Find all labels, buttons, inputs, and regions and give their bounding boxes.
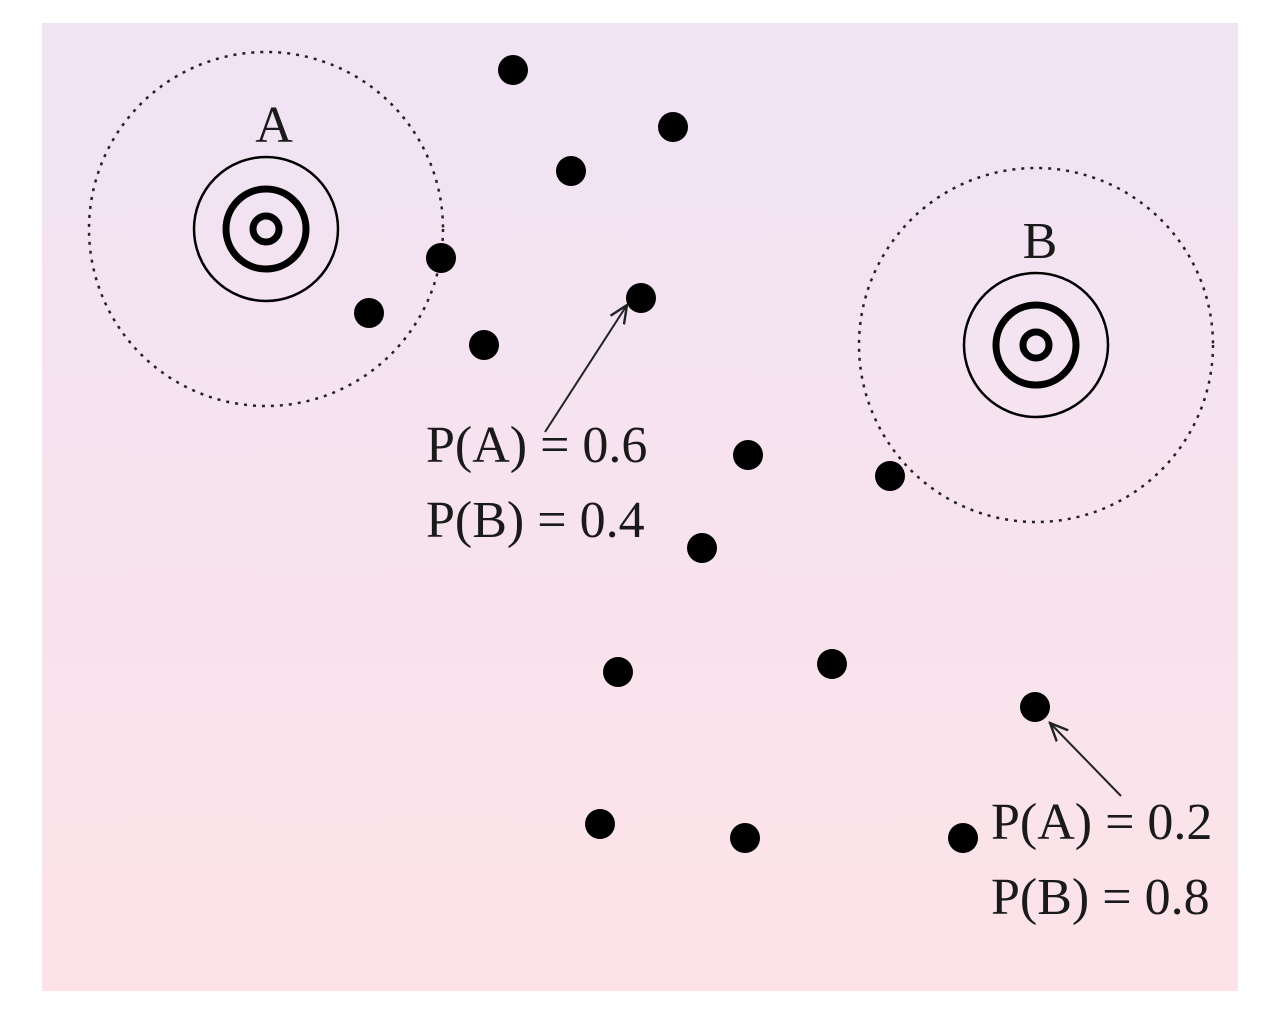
cluster-b-inner-ring <box>1019 328 1053 362</box>
data-point <box>426 243 456 273</box>
cluster-b-label: B <box>1023 213 1058 270</box>
data-point <box>498 55 528 85</box>
data-point <box>733 440 763 470</box>
data-point <box>948 823 978 853</box>
data-point <box>585 809 615 839</box>
annotation-2-arrow <box>1050 723 1122 797</box>
data-point <box>469 330 499 360</box>
annotation-1-arrow <box>544 305 627 433</box>
annotation-2-line1: P(A) = 0.2 <box>991 794 1212 851</box>
data-point <box>603 657 633 687</box>
data-point <box>730 823 760 853</box>
data-point <box>626 283 656 313</box>
annotation-2: P(A) = 0.2 P(B) = 0.8 <box>991 723 1212 926</box>
data-point <box>817 649 847 679</box>
cluster-a-boundary <box>87 50 445 408</box>
data-point <box>658 112 688 142</box>
diagram-background <box>42 23 1238 991</box>
data-point <box>875 461 905 491</box>
cluster-b: B <box>857 166 1215 524</box>
annotation-2-line2: P(B) = 0.8 <box>991 869 1210 926</box>
data-point <box>1020 692 1050 722</box>
annotation-1-line1: P(A) = 0.6 <box>426 417 647 474</box>
cluster-a-outer-ring <box>192 155 340 303</box>
cluster-a-middle-ring <box>222 185 310 273</box>
data-point <box>556 156 586 186</box>
cluster-a-label: A <box>255 97 293 154</box>
annotation-1: P(A) = 0.6 P(B) = 0.4 <box>426 305 647 549</box>
cluster-a-inner-ring <box>249 212 283 246</box>
cluster-b-boundary <box>857 166 1215 524</box>
data-points <box>354 55 1050 853</box>
cluster-b-outer-ring <box>962 271 1110 419</box>
data-point <box>687 533 717 563</box>
annotation-1-line2: P(B) = 0.4 <box>426 492 645 549</box>
cluster-b-middle-ring <box>992 301 1080 389</box>
cluster-a: A <box>87 50 445 408</box>
data-point <box>354 298 384 328</box>
